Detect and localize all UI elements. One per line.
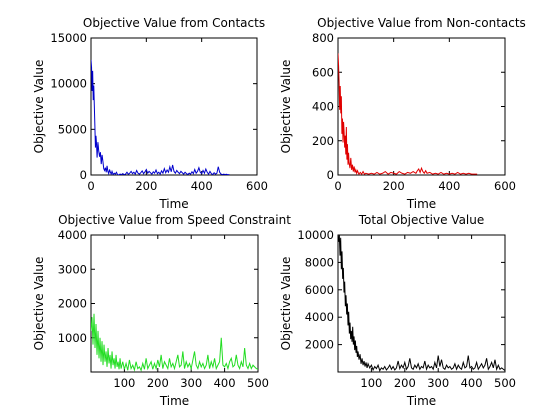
y-tick-label: 5000 (58, 122, 87, 136)
y-tick-label: 0 (80, 168, 87, 182)
x-tick-label: 100 (113, 376, 135, 390)
y-axis-label: Objective Value (279, 60, 293, 154)
y-tick-label: 6000 (305, 283, 334, 297)
y-tick-label: 2000 (58, 297, 87, 311)
axes-box (337, 234, 506, 373)
x-tick-label: 0 (334, 179, 341, 193)
x-axis-label: Time (159, 394, 189, 408)
chart-title: Objective Value from Speed Constraint (58, 213, 291, 227)
x-tick-label: 0 (87, 179, 94, 193)
y-tick-label: 10000 (50, 77, 87, 91)
x-axis-label: Time (158, 197, 188, 211)
subplot-4: Total Objective Value 100 200 300 400 500 2000… (279, 213, 516, 408)
axes-box (90, 37, 258, 176)
series-line (338, 53, 478, 175)
x-tick-label: 400 (191, 179, 213, 193)
x-axis-label: Time (406, 197, 436, 211)
x-tick-label: 400 (214, 376, 236, 390)
x-tick-label: 600 (246, 179, 268, 193)
x-tick-label: 200 (135, 179, 157, 193)
series-line (338, 235, 505, 372)
x-tick-label: 500 (247, 376, 269, 390)
x-tick-label: 200 (147, 376, 169, 390)
y-tick-label: 1000 (58, 331, 87, 345)
chart-title: Objective Value from Non-contacts (317, 16, 526, 30)
series-line (91, 313, 258, 372)
y-tick-label: 0 (327, 168, 334, 182)
chart-title: Objective Value from Contacts (83, 16, 265, 30)
subplot-1: Objective Value from Contacts 0 200 400 600 0… (32, 16, 268, 211)
y-tick-label: 10000 (297, 228, 334, 242)
y-tick-label: 600 (312, 65, 334, 79)
x-tick-label: 500 (494, 376, 516, 390)
x-tick-label: 200 (383, 179, 405, 193)
chart-title: Total Objective Value (358, 213, 485, 227)
x-tick-label: 400 (461, 376, 483, 390)
subplot-3: Objective Value from Speed Constraint 100… (32, 213, 291, 408)
y-tick-label: 4000 (305, 310, 334, 324)
y-tick-label: 400 (312, 100, 334, 114)
y-axis-label: Objective Value (32, 60, 46, 154)
y-tick-label: 8000 (305, 255, 334, 269)
subplot-2: Objective Value from Non-contacts 0 200 400… (279, 16, 526, 211)
x-tick-label: 100 (360, 376, 382, 390)
series-line (91, 59, 230, 175)
x-tick-label: 300 (180, 376, 202, 390)
x-tick-label: 400 (438, 179, 460, 193)
y-axis-label: Objective Value (279, 257, 293, 351)
y-axis-label: Objective Value (32, 257, 46, 351)
x-tick-label: 300 (427, 376, 449, 390)
axes-box (90, 234, 259, 373)
y-tick-label: 200 (312, 134, 334, 148)
y-tick-label: 15000 (50, 31, 87, 45)
y-tick-label: 3000 (58, 262, 87, 276)
y-tick-label: 800 (312, 31, 334, 45)
x-tick-label: 200 (394, 376, 416, 390)
y-tick-label: 4000 (58, 228, 87, 242)
x-axis-label: Time (406, 394, 436, 408)
axes-box (337, 37, 506, 176)
y-tick-label: 2000 (305, 338, 334, 352)
x-tick-label: 600 (494, 179, 516, 193)
